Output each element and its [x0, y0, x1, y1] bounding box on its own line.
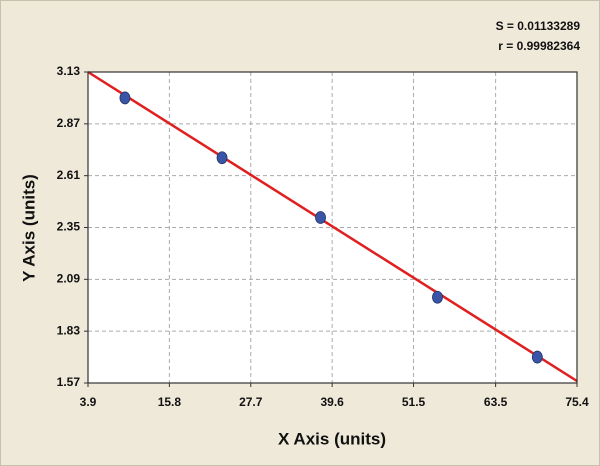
y-axis-title: Y Axis (units): [19, 174, 38, 282]
x-tick-label: 39.6: [320, 395, 344, 409]
y-tick-label: 2.35: [57, 220, 81, 234]
annotation: r = 0.99982364: [498, 39, 580, 53]
x-tick-label: 51.5: [402, 395, 426, 409]
x-tick-label: 3.9: [80, 395, 97, 409]
y-tick-label: 1.83: [57, 323, 81, 337]
x-tick-label: 63.5: [484, 395, 508, 409]
x-tick-label: 15.8: [158, 395, 182, 409]
y-tick-label: 2.87: [57, 116, 81, 130]
annotation: S = 0.01133289: [496, 19, 581, 33]
y-tick-label: 2.09: [57, 272, 81, 286]
data-point: [432, 290, 443, 304]
x-tick-label: 27.7: [239, 395, 263, 409]
y-tick-label: 3.13: [57, 64, 81, 78]
data-point: [216, 151, 228, 165]
y-tick-label: 1.57: [57, 375, 81, 389]
x-tick-label: 75.4: [565, 395, 589, 409]
data-point: [531, 350, 543, 364]
data-point: [119, 91, 131, 105]
x-axis-title: X Axis (units): [278, 429, 386, 448]
y-tick-label: 2.61: [57, 168, 81, 182]
data-point: [315, 211, 326, 224]
fit-line: [87, 70, 578, 383]
marks: [87, 70, 578, 383]
